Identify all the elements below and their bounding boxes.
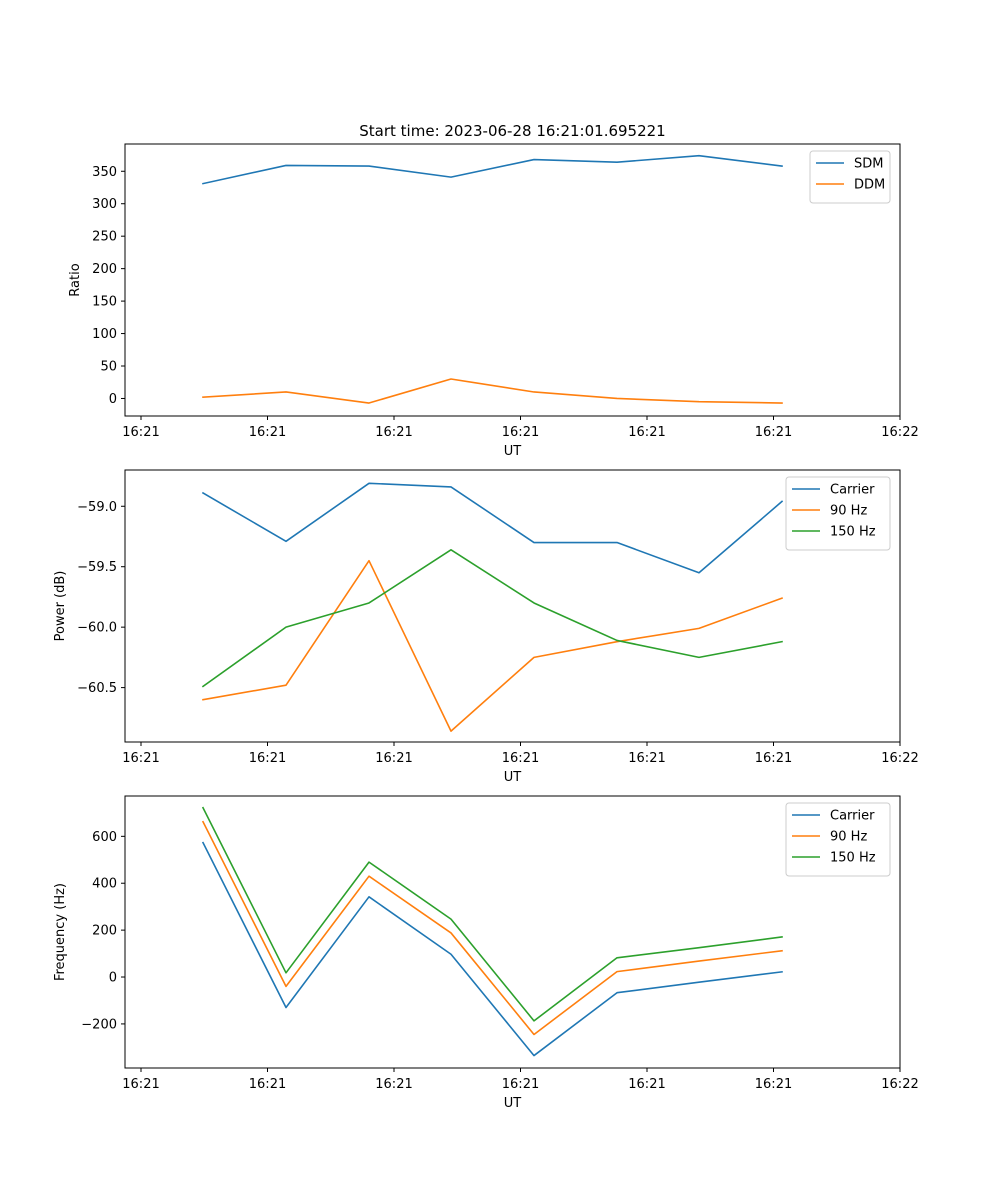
y-axis-label: Ratio <box>68 263 83 296</box>
y-tick-label: 300 <box>92 197 117 212</box>
legend-box <box>809 150 891 204</box>
y-tick-label: 200 <box>92 924 117 939</box>
x-tick-label: 16:21 <box>249 751 286 766</box>
panel-2: 16:21 16:21 16:21 16:21 16:21 16:21 16:22 UT −60… <box>53 469 919 785</box>
series-line-carrier <box>201 482 784 574</box>
x-tick-label: 16:21 <box>502 1077 539 1092</box>
x-tick-label: 16:21 <box>375 751 412 766</box>
series-line-150-hz <box>201 806 783 1022</box>
y-tick-label: −59.0 <box>77 500 117 515</box>
panel-3: 16:21 16:21 16:21 16:21 16:21 16:21 16:22 UT −20… <box>53 795 919 1111</box>
legend: Carrier 90 Hz 150 Hz <box>785 802 891 877</box>
legend: Carrier 90 Hz 150 Hz <box>785 476 891 551</box>
x-tick-label: 16:21 <box>628 425 665 440</box>
x-axis-label: UT <box>504 1096 522 1111</box>
x-tick-label: 16:21 <box>122 751 159 766</box>
y-tick-label: 0 <box>109 971 117 986</box>
y-axis-label: Frequency (Hz) <box>53 883 68 981</box>
y-tick-label: 100 <box>92 327 117 342</box>
x-axis-label: UT <box>504 770 522 785</box>
series-line-90-hz <box>201 820 783 1036</box>
chart-title: Start time: 2023-06-28 16:21:01.695221 <box>359 122 665 140</box>
panels: Start time: 2023-06-28 16:21:01.695221 16… <box>53 122 919 1111</box>
y-tick-label: −60.0 <box>77 621 117 636</box>
x-tick-label: 16:21 <box>249 425 286 440</box>
y-tick-label: 0 <box>109 392 117 407</box>
series-line-carrier <box>201 841 783 1057</box>
axes-frame <box>124 143 901 417</box>
series-line-150-hz <box>201 548 783 688</box>
x-tick-label: 16:21 <box>755 1077 792 1092</box>
legend-entry: SDM <box>854 157 883 172</box>
x-tick-label: 16:21 <box>375 425 412 440</box>
x-tick-label: 16:21 <box>755 425 792 440</box>
y-tick-label: 150 <box>92 295 117 310</box>
legend-entry: 90 Hz <box>830 830 867 845</box>
x-tick-label: 16:21 <box>502 751 539 766</box>
y-tick-label: 400 <box>92 877 117 892</box>
panel-1: Start time: 2023-06-28 16:21:01.695221 16… <box>68 122 919 459</box>
x-tick-label: 16:21 <box>122 425 159 440</box>
x-tick-label: 16:21 <box>375 1077 412 1092</box>
legend-entry: 90 Hz <box>830 504 867 519</box>
y-tick-label: 250 <box>92 230 117 245</box>
legend-entry: 150 Hz <box>830 525 876 540</box>
y-tick-label: −200 <box>81 1017 117 1032</box>
x-tick-label: 16:22 <box>881 1077 918 1092</box>
y-tick-label: −59.5 <box>77 560 117 575</box>
series-line-sdm <box>202 154 783 185</box>
legend-entry: DDM <box>854 178 885 193</box>
x-tick-label: 16:21 <box>755 751 792 766</box>
x-tick-label: 16:22 <box>881 425 918 440</box>
x-tick-label: 16:21 <box>502 425 539 440</box>
legend-entry: Carrier <box>830 809 875 824</box>
y-axis-label: Power (dB) <box>53 571 68 642</box>
y-tick-label: 350 <box>92 165 117 180</box>
legend-entry: Carrier <box>830 483 875 498</box>
y-tick-label: 200 <box>92 262 117 277</box>
x-tick-label: 16:21 <box>628 1077 665 1092</box>
x-tick-label: 16:21 <box>628 751 665 766</box>
legend-entry: 150 Hz <box>830 851 876 866</box>
y-tick-label: 600 <box>92 830 117 845</box>
axes-frame <box>124 469 901 743</box>
x-tick-label: 16:21 <box>122 1077 159 1092</box>
x-tick-label: 16:22 <box>881 751 918 766</box>
axes-frame <box>124 795 901 1069</box>
series-line-ddm <box>202 378 783 404</box>
x-tick-label: 16:21 <box>249 1077 286 1092</box>
y-tick-label: −60.5 <box>77 681 117 696</box>
legend: SDM DDM <box>809 150 891 204</box>
x-axis-label: UT <box>504 444 522 459</box>
series-line-90-hz <box>202 559 784 732</box>
y-tick-label: 50 <box>100 360 117 375</box>
